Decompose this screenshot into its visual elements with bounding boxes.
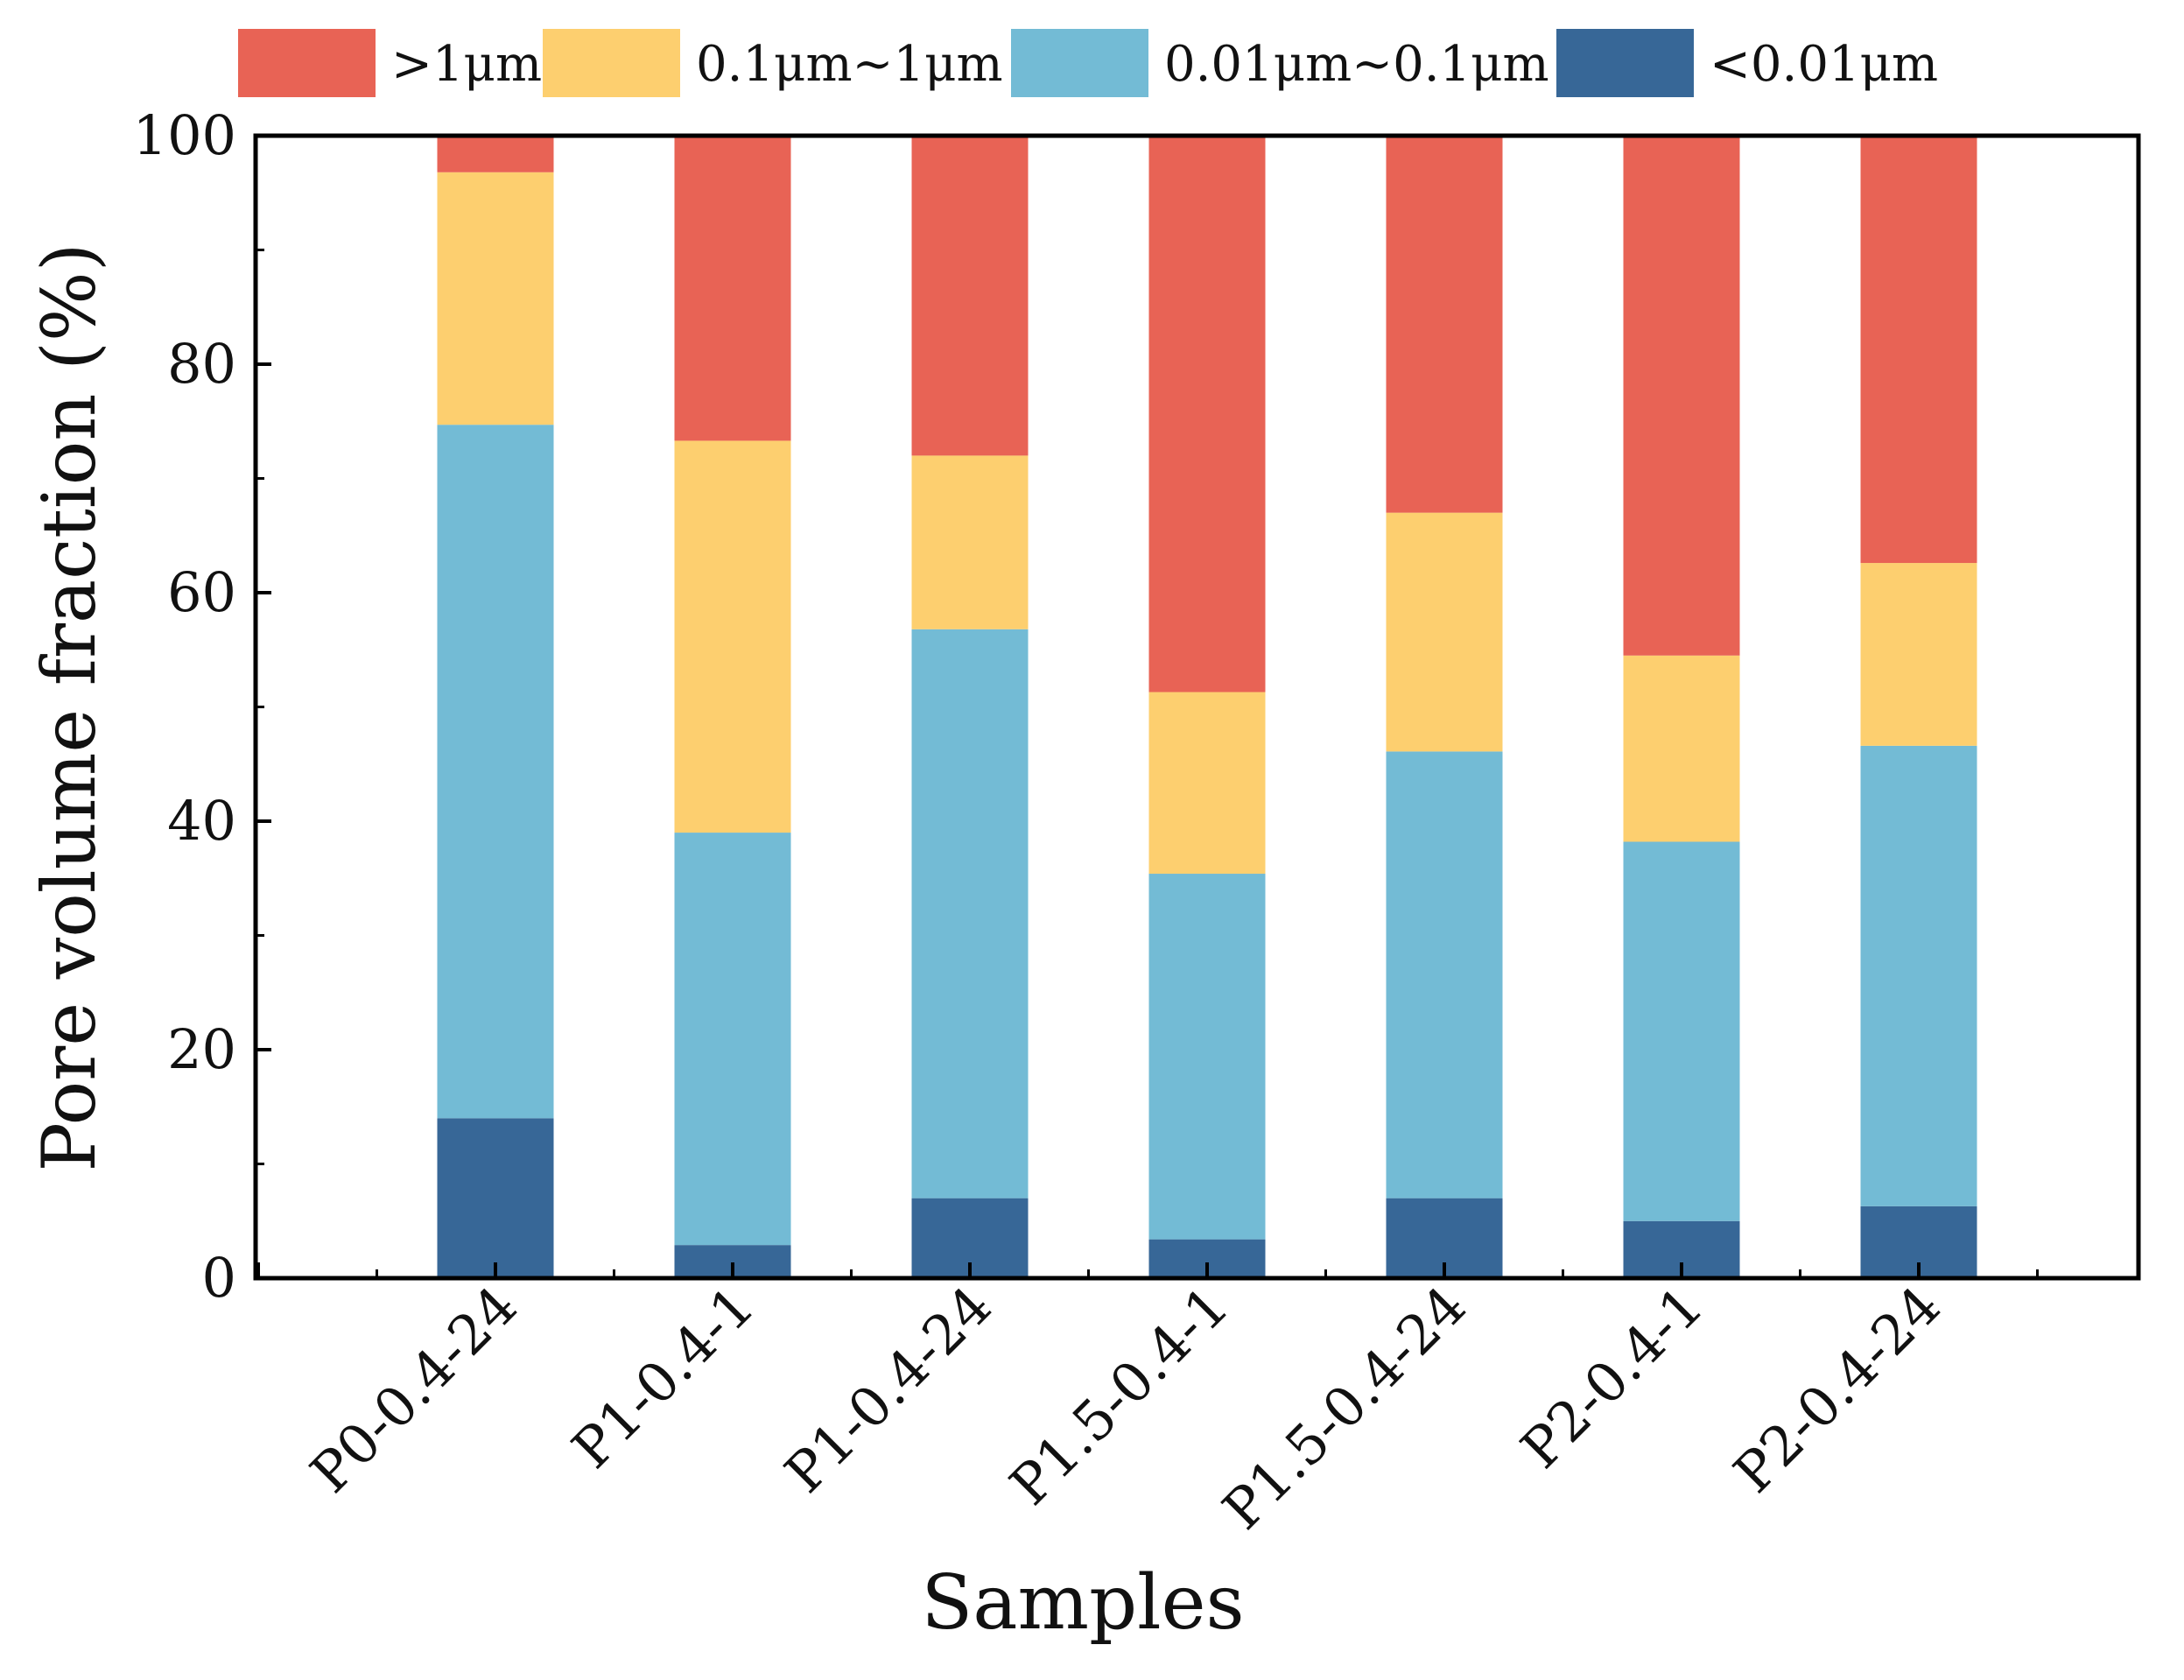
x-tick-label: P0-0.4-24 (298, 1274, 529, 1505)
bar-p1-5-0-4-24-1-m (1386, 136, 1503, 513)
bar-p1-0-4-1-0-1-m-1-m (674, 440, 791, 833)
y-tick-label: 100 (133, 103, 236, 167)
x-tick-label: P2-0.4-1 (1508, 1274, 1715, 1480)
bar-p1-5-0-4-1-0-01-m-0-1-m (1148, 874, 1266, 1240)
bar-p1-0-4-24-1-m (911, 136, 1029, 456)
x-tick-labels: P0-0.4-24 P1-0.4-1 P1-0.4-24P1.5-0.4-1P1.5… (298, 1274, 1952, 1542)
bar-p1-0-4-24-0-01-m-0-1-m (911, 629, 1029, 1198)
legend-label: >1μm (391, 36, 542, 93)
bar-p1-5-0-4-1-1-m (1148, 136, 1266, 692)
y-tick-label: 60 (167, 560, 236, 624)
bar-p0-0-4-24-0-1-m-1-m (437, 172, 554, 425)
legend-label: 0.1μm~1μm (696, 36, 1003, 93)
x-tick-label: P1.5-0.4-1 (998, 1274, 1241, 1517)
bar-p0-0-4-24-1-m (437, 136, 554, 172)
y-axis-title: Pore volume fraction (%) (26, 243, 112, 1171)
y-tick-label: 20 (167, 1017, 236, 1081)
x-tick-label: P1.5-0.4-24 (1211, 1274, 1478, 1542)
x-tick-label: P2-0.4-24 (1721, 1274, 1952, 1505)
bar-p2-0-4-1-0-1-m-1-m (1623, 655, 1740, 842)
bar-p2-0-4-1-0-01-m-0-1-m (1623, 841, 1740, 1221)
bar-p2-0-4-1-1-m (1623, 136, 1740, 656)
bar-p2-0-4-24-1-m (1860, 136, 1977, 564)
legend-swatch-0-01-m-0-1-m (1011, 29, 1148, 97)
bar-p2-0-4-24-0-01-m-0-1-m (1860, 745, 1977, 1206)
bar-p0-0-4-24-0-01-m-0-1-m (437, 425, 554, 1119)
bar-p0-0-4-24-0-01-m (437, 1118, 554, 1278)
y-tick-label: 80 (167, 332, 236, 396)
x-axis-title: Samples (921, 1559, 1244, 1647)
bar-p1-0-4-1-0-01-m-0-1-m (674, 833, 791, 1246)
axis-ticks (256, 134, 2039, 1280)
legend-label: <0.01μm (1710, 36, 1938, 93)
legend-swatch-0-1-m-1-m (543, 29, 680, 97)
y-tick-labels: 0 20 40 60 80 100 (133, 103, 236, 1310)
y-tick-label: 40 (167, 789, 236, 853)
bar-p1-0-4-1-1-m (674, 136, 791, 441)
bar-p2-0-4-24-0-1-m-1-m (1860, 563, 1977, 746)
y-tick-label: 0 (202, 1246, 236, 1310)
legend-swatch-1-m (238, 29, 376, 97)
bar-p1-5-0-4-24-0-1-m-1-m (1386, 512, 1503, 752)
bar-p1-5-0-4-1-0-1-m-1-m (1148, 692, 1266, 875)
legend: >1μm 0.1μm~1μm 0.01μm~0.1μm <0.01μm (238, 29, 1938, 97)
legend-label: 0.01μm~0.1μm (1164, 36, 1549, 93)
x-tick-label: P1-0.4-1 (559, 1274, 766, 1480)
legend-swatch-0-01-m (1556, 29, 1694, 97)
x-tick-label: P1-0.4-24 (772, 1274, 1003, 1505)
bar-p1-0-4-24-0-1-m-1-m (911, 455, 1029, 629)
bars (437, 136, 1977, 1278)
bar-p1-5-0-4-24-0-01-m-0-1-m (1386, 751, 1503, 1198)
